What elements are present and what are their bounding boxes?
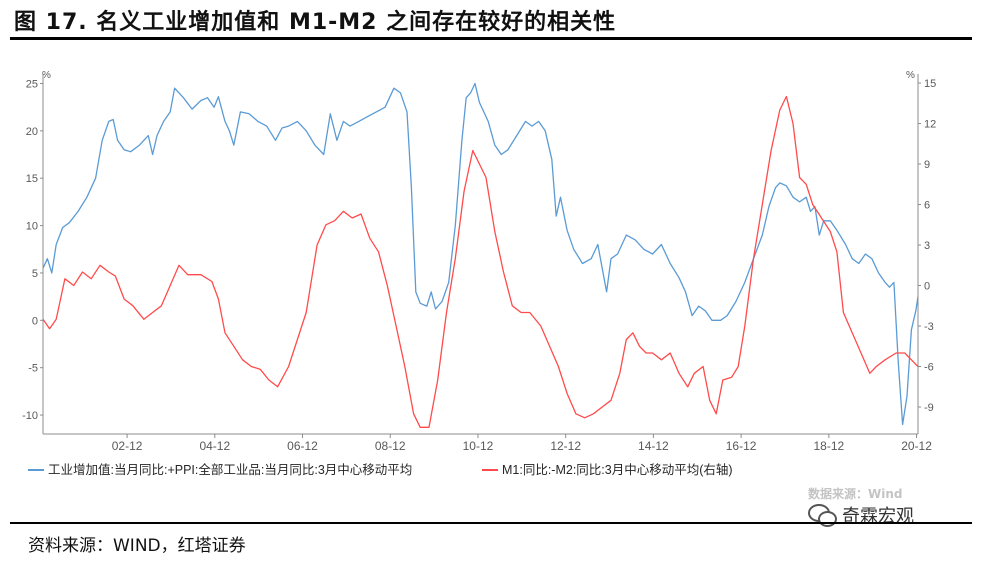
x-axis-tick-label: 18-12: [813, 439, 844, 453]
legend-label-2: M1:同比:-M2:同比:3月中心移动平均(右轴): [502, 462, 733, 477]
left-axis-tick-label: -10: [22, 410, 38, 422]
left-axis-tick-label: 25: [26, 78, 38, 90]
right-axis-unit: %: [906, 70, 915, 81]
left-axis-unit: %: [42, 70, 51, 81]
brand-watermark-text: 奇霖宏观: [842, 506, 914, 527]
chart-axes: -10 -5 0 5 10 15 20 25% -9 -6 -3 0 3 6 9 12 15% 02-12 04-1…: [22, 70, 936, 453]
left-axis-tick-label: 10: [26, 221, 38, 233]
left-axis-tick-label: 20: [26, 126, 38, 138]
x-axis-tick-label: 04-12: [199, 439, 230, 453]
x-axis-tick-label: 16-12: [726, 439, 757, 453]
x-axis-tick-label: 10-12: [463, 439, 494, 453]
right-axis-tick-label: 9: [924, 159, 930, 171]
x-axis-tick-label: 08-12: [375, 439, 406, 453]
data-source-watermark: 数据来源：Wind: [808, 487, 903, 501]
x-axis-tick-label: 12-12: [550, 439, 581, 453]
series-line-1: [43, 82, 918, 426]
chart-legend: 工业增加值:当月同比:+PPI:全部工业品:当月同比:3月中心移动平均 M1:同比…: [28, 462, 733, 477]
right-axis-tick-label: 15: [924, 78, 936, 90]
x-axis-tick-label: 02-12: [112, 439, 143, 453]
series-line-2: [43, 95, 918, 428]
left-axis-tick-label: 15: [26, 173, 38, 185]
right-axis-tick-label: -9: [924, 402, 934, 414]
brand-watermark: 奇霖宏观: [808, 502, 914, 528]
left-axis-tick-label: 0: [32, 315, 38, 327]
legend-label-1: 工业增加值:当月同比:+PPI:全部工业品:当月同比:3月中心移动平均: [48, 462, 412, 477]
right-axis-tick-label: 6: [924, 200, 930, 212]
x-axis-tick-label: 20-12: [901, 439, 932, 453]
x-axis-tick-label: 06-12: [287, 439, 318, 453]
x-axis-tick-label: 14-12: [638, 439, 669, 453]
bottom-divider: [10, 522, 972, 524]
left-axis-tick-label: 5: [32, 268, 38, 280]
chart-series: [43, 82, 918, 428]
right-axis-tick-label: 3: [924, 240, 930, 252]
right-axis-tick-label: -6: [924, 362, 934, 374]
figure-title: 图 17. 名义工业增加值和 M1-M2 之间存在较好的相关性: [14, 10, 617, 35]
title-divider: [10, 37, 972, 40]
left-axis-tick-label: -5: [28, 363, 38, 375]
right-axis-tick-label: 12: [924, 119, 936, 131]
right-axis-tick-label: -3: [924, 321, 934, 333]
line-chart: -10 -5 0 5 10 15 20 25% -9 -6 -3 0 3 6 9 12 15% 02-12 04-1…: [22, 70, 936, 477]
right-axis-tick-label: 0: [924, 281, 930, 293]
source-note: 资料来源：WIND，红塔证券: [28, 536, 246, 556]
